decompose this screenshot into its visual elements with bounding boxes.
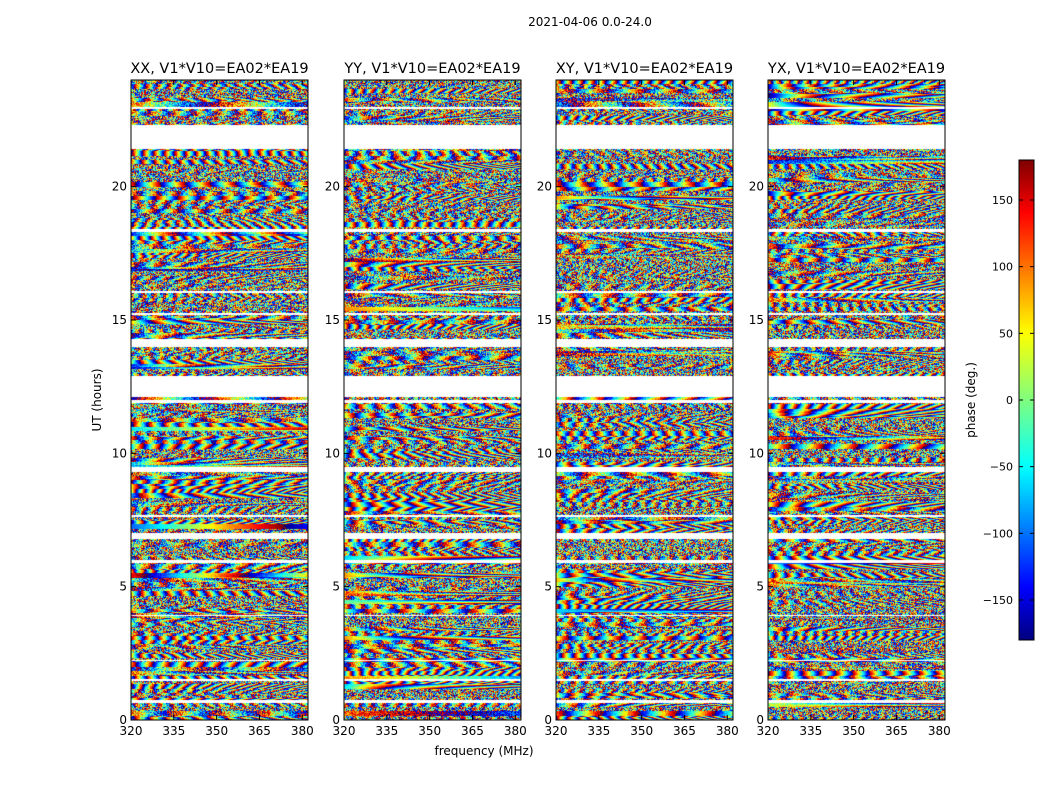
x-tick-label: 335 bbox=[799, 724, 822, 738]
panel-title: YY, V1*V10=EA02*EA19 bbox=[343, 61, 520, 77]
y-tick-label: 0 bbox=[756, 713, 764, 727]
x-tick-label: 320 bbox=[545, 724, 568, 738]
y-tick-label: 5 bbox=[119, 580, 127, 594]
panel-2: YY, V1*V10=EA02*EA19 320 335 350 365 380 0 5 10 1… bbox=[325, 61, 527, 738]
panel-title: XY, V1*V10=EA02*EA19 bbox=[556, 61, 733, 77]
axes-frame bbox=[767, 79, 946, 721]
y-tick-label: 20 bbox=[325, 180, 340, 194]
panel-4: YX, V1*V10=EA02*EA19 320 335 350 365 380 0 5 10 1… bbox=[749, 61, 951, 738]
panel-3: XY, V1*V10=EA02*EA19 320 335 350 365 380 0 5 10 1… bbox=[537, 61, 739, 738]
y-tick-label: 20 bbox=[537, 180, 552, 194]
y-tick-label: 10 bbox=[325, 446, 340, 460]
y-tick-label: 20 bbox=[749, 180, 764, 194]
x-tick-label: 365 bbox=[461, 724, 484, 738]
axes-frame bbox=[343, 79, 522, 721]
y-tick-label: 15 bbox=[112, 313, 127, 327]
y-tick-label: 20 bbox=[112, 180, 127, 194]
x-tick-label: 380 bbox=[291, 724, 314, 738]
x-tick-label: 320 bbox=[333, 724, 356, 738]
x-tick-label: 320 bbox=[757, 724, 780, 738]
y-tick-label: 0 bbox=[332, 713, 340, 727]
y-tick-label: 0 bbox=[544, 713, 552, 727]
x-tick-label: 335 bbox=[587, 724, 610, 738]
x-tick-label: 320 bbox=[120, 724, 143, 738]
colorbar: phase (deg.) 150 100 50 0 −50 −100 −150 bbox=[964, 159, 1035, 641]
panels: XX, V1*V10=EA02*EA19 320 335 350 365 380 0 5 10 1… bbox=[112, 61, 951, 738]
phase-heatmap bbox=[131, 80, 308, 720]
colorbar-tick-label: 100 bbox=[992, 261, 1013, 274]
y-tick-label: 10 bbox=[749, 446, 764, 460]
x-axis-label: frequency (MHz) bbox=[434, 744, 533, 758]
axes-frame bbox=[130, 79, 309, 721]
y-tick-label: 15 bbox=[325, 313, 340, 327]
colorbar-tick-label: −50 bbox=[990, 461, 1013, 474]
x-tick-label: 365 bbox=[673, 724, 696, 738]
figure-suptitle: 2021-04-06 0.0-24.0 bbox=[528, 15, 652, 29]
colorbar-tick-label: −150 bbox=[983, 594, 1013, 607]
colorbar-label: phase (deg.) bbox=[964, 362, 978, 438]
x-tick-label: 365 bbox=[248, 724, 271, 738]
y-tick-label: 10 bbox=[112, 446, 127, 460]
panel-1: XX, V1*V10=EA02*EA19 320 335 350 365 380 0 5 10 1… bbox=[112, 61, 314, 738]
x-tick-label: 380 bbox=[716, 724, 739, 738]
x-tick-label: 335 bbox=[375, 724, 398, 738]
y-tick-label: 15 bbox=[537, 313, 552, 327]
y-tick-label: 5 bbox=[756, 580, 764, 594]
colorbar-tick-label: −100 bbox=[983, 527, 1013, 540]
x-tick-label: 365 bbox=[885, 724, 908, 738]
x-tick-label: 380 bbox=[928, 724, 951, 738]
axes-frame bbox=[555, 79, 734, 721]
colorbar-tick-label: 150 bbox=[992, 194, 1013, 207]
phase-heatmap bbox=[768, 80, 945, 720]
y-tick-label: 0 bbox=[119, 713, 127, 727]
phase-heatmap bbox=[344, 80, 521, 720]
x-tick-label: 350 bbox=[630, 724, 653, 738]
panel-title: YX, V1*V10=EA02*EA19 bbox=[767, 61, 945, 77]
y-tick-label: 5 bbox=[544, 580, 552, 594]
y-tick-label: 10 bbox=[537, 446, 552, 460]
x-tick-label: 335 bbox=[162, 724, 185, 738]
x-tick-label: 380 bbox=[504, 724, 527, 738]
phase-heatmap bbox=[556, 80, 733, 720]
x-tick-label: 350 bbox=[205, 724, 228, 738]
colorbar-tick-label: 50 bbox=[999, 327, 1013, 340]
x-tick-label: 350 bbox=[418, 724, 441, 738]
y-tick-label: 15 bbox=[749, 313, 764, 327]
colorbar-tick-label: 0 bbox=[1006, 394, 1013, 407]
y-axis-label: UT (hours) bbox=[90, 368, 104, 431]
y-tick-label: 5 bbox=[332, 580, 340, 594]
panel-title: XX, V1*V10=EA02*EA19 bbox=[130, 61, 308, 77]
x-tick-label: 350 bbox=[842, 724, 865, 738]
